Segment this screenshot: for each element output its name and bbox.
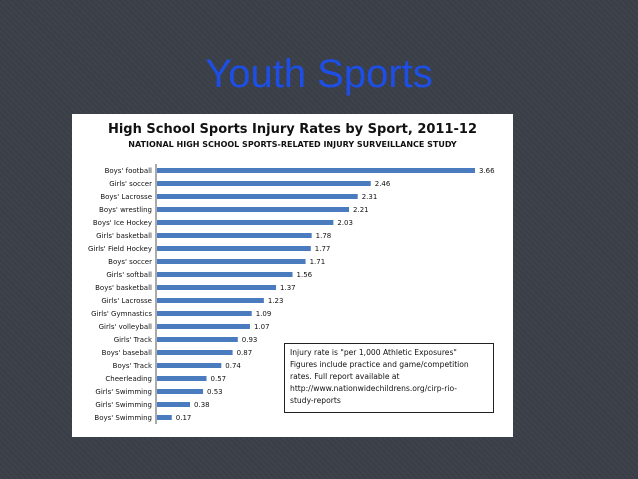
- bar: [157, 350, 233, 355]
- data-label: 0.87: [237, 349, 253, 357]
- slide-title: Youth Sports: [205, 52, 433, 96]
- bar: [157, 298, 264, 303]
- category-label: Girls' softball: [106, 271, 152, 279]
- category-label: Girls' Field Hockey: [88, 245, 152, 253]
- data-label: 2.46: [375, 180, 391, 188]
- bar: [157, 207, 350, 212]
- data-label: 1.71: [310, 258, 326, 266]
- bar: [157, 376, 207, 381]
- bar: [157, 311, 252, 316]
- bar: [157, 285, 277, 290]
- chart-note: Injury rate is "per 1,000 Athletic Expos…: [284, 343, 494, 413]
- category-label: Girls' basketball: [96, 232, 152, 240]
- data-label: 0.53: [207, 388, 223, 396]
- data-label: 3.66: [479, 167, 495, 175]
- category-label: Girls' soccer: [109, 180, 152, 188]
- category-label: Girls' Gymnastics: [91, 310, 152, 318]
- category-label: Boys' football: [105, 167, 152, 175]
- data-label: 1.07: [254, 323, 270, 331]
- note-line: Figures include practice and game/compet…: [290, 360, 469, 369]
- data-label: 0.93: [242, 336, 258, 344]
- data-label: 1.56: [297, 271, 313, 279]
- bar: [157, 324, 250, 329]
- data-label: 0.57: [211, 375, 227, 383]
- data-label: 2.03: [337, 219, 353, 227]
- bar-chart: Boys' football 3.66 Girls' soccer 2.46 Boys'…: [88, 164, 495, 424]
- bar: [157, 259, 306, 264]
- category-label: Girls' volleyball: [99, 323, 152, 331]
- category-label: Boys' basketball: [95, 284, 152, 292]
- category-label: Boys' Lacrosse: [100, 193, 152, 201]
- category-label: Boys' Ice Hockey: [93, 219, 152, 227]
- chart-subtitle: NATIONAL HIGH SCHOOL SPORTS-RELATED INJU…: [128, 140, 457, 149]
- note-line: http://www.nationwidechildrens.org/cirp-…: [290, 384, 458, 393]
- data-label: 0.74: [225, 362, 241, 370]
- data-label: 1.37: [280, 284, 296, 292]
- category-label: Boys' soccer: [108, 258, 152, 266]
- note-line: rates. Full report available at: [290, 372, 400, 381]
- chart-title: High School Sports Injury Rates by Sport…: [107, 122, 478, 137]
- category-label: Boys' Track: [113, 362, 153, 370]
- note-line: study-reports: [290, 396, 341, 405]
- bar: [157, 181, 371, 186]
- category-label: Boys' baseball: [102, 349, 152, 357]
- data-label: 2.21: [353, 206, 369, 214]
- data-label: 1.09: [256, 310, 272, 318]
- bar: [157, 402, 191, 407]
- data-label: 0.17: [176, 414, 192, 422]
- category-label: Boys' wrestling: [99, 206, 152, 214]
- chart-panel: High School Sports Injury Rates by Sport…: [72, 114, 513, 437]
- bar: [157, 233, 312, 238]
- bar: [157, 337, 238, 342]
- data-label: 0.38: [194, 401, 210, 409]
- category-label: Girls' Swimming: [95, 401, 152, 409]
- category-label: Girls' Swimming: [95, 388, 152, 396]
- bar: [157, 389, 204, 394]
- category-label: Boys' Swimming: [94, 414, 152, 422]
- category-label: Cheerleading: [105, 375, 152, 383]
- data-label: 1.77: [315, 245, 331, 253]
- data-label: 1.23: [268, 297, 284, 305]
- bar: [157, 194, 358, 199]
- bar: [157, 272, 293, 277]
- bar: [157, 246, 311, 251]
- category-label: Girls' Lacrosse: [101, 297, 152, 305]
- data-label: 2.31: [362, 193, 378, 201]
- bar: [157, 363, 222, 368]
- category-label: Girls' Track: [114, 336, 153, 344]
- data-label: 1.78: [316, 232, 332, 240]
- bar: [157, 168, 475, 173]
- bar: [157, 415, 172, 420]
- note-line: Injury rate is "per 1,000 Athletic Expos…: [290, 348, 457, 357]
- bar: [157, 220, 334, 225]
